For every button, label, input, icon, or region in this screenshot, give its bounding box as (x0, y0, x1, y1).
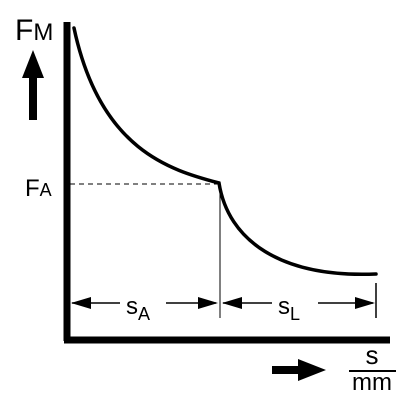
segment-label-sa-main: s (126, 293, 138, 320)
force-curve (72, 26, 378, 276)
segment-label-sl-sub: L (290, 304, 300, 324)
x-unit-numerator: s (366, 340, 379, 370)
y-axis-label: FM (15, 14, 53, 47)
segment-sa-dimension (71, 297, 218, 309)
arrow-up-icon (22, 50, 44, 120)
segment-label-sl-main: s (278, 293, 290, 320)
marker-label-sub: A (40, 180, 52, 200)
y-axis-label-sub: M (33, 19, 53, 46)
arrow-right-icon (272, 359, 326, 381)
marker-label: FA (25, 175, 52, 202)
segment-label-sa-sub: A (138, 304, 150, 324)
y-axis-label-main: F (15, 14, 33, 47)
x-unit-denominator: mm (352, 369, 392, 393)
segment-label-sl: sL (278, 293, 300, 324)
segment-label-sa: sA (126, 293, 150, 324)
segment-sl-dimension (222, 297, 375, 309)
marker-label-main: F (25, 175, 40, 202)
